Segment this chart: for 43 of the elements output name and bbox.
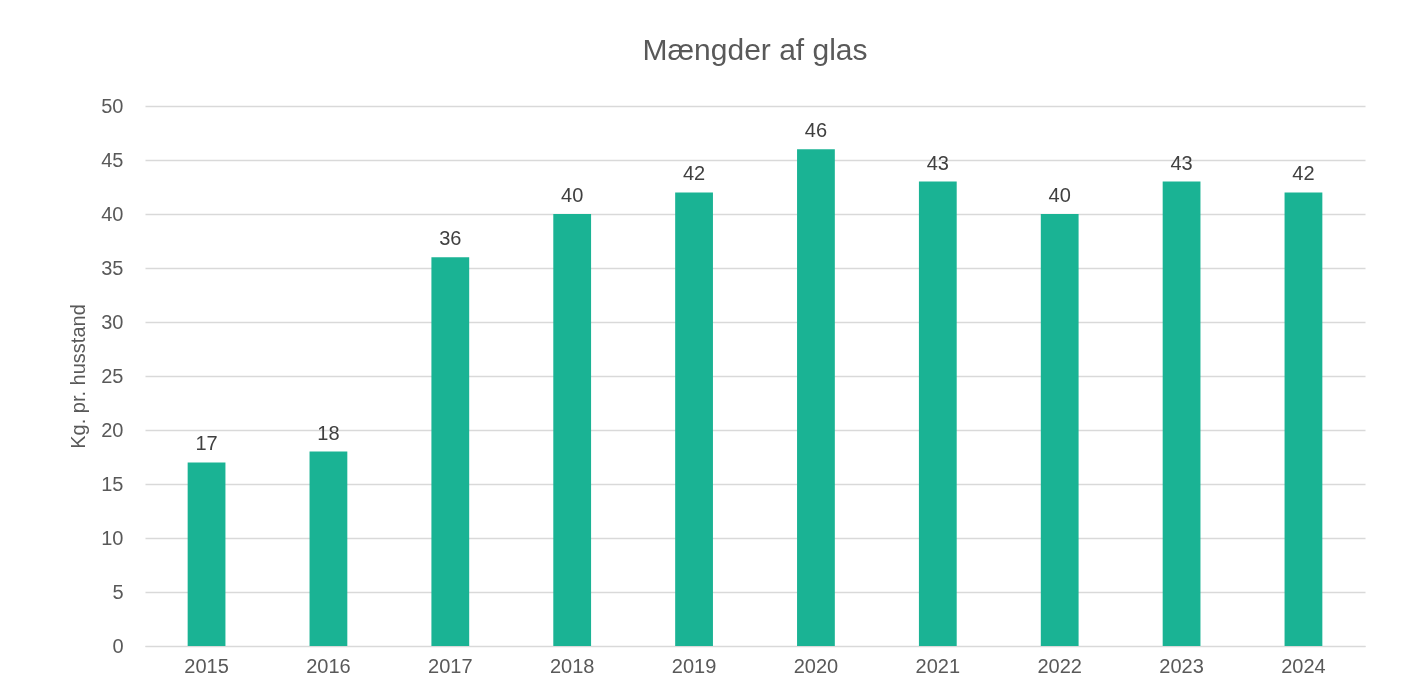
bar	[187, 462, 226, 646]
bar	[918, 181, 957, 646]
data-label: 40	[1048, 184, 1071, 206]
data-label: 18	[317, 421, 340, 444]
y-axis-title: Kg. pr. husstand	[67, 304, 90, 449]
data-label: 42	[1292, 162, 1315, 185]
bar	[553, 214, 592, 646]
y-tick-label: 45	[101, 148, 124, 171]
x-tick-label: 2017	[428, 654, 473, 677]
x-tick-label: 2019	[671, 654, 717, 677]
bar	[797, 149, 835, 646]
bar	[1162, 181, 1201, 646]
data-label: 42	[682, 162, 706, 185]
x-tick-label: 2024	[1281, 654, 1326, 677]
y-tick-label: 0	[112, 634, 124, 657]
x-tick-label: 2018	[549, 654, 595, 677]
bar	[431, 257, 470, 646]
y-tick-label: 30	[101, 310, 124, 333]
x-tick-label: 2021	[915, 654, 961, 677]
y-tick-label: 50	[101, 94, 124, 117]
y-tick-label: 10	[101, 526, 124, 549]
bar	[675, 192, 713, 646]
y-tick-label: 5	[112, 580, 124, 603]
y-tick-label: 15	[101, 472, 124, 495]
data-label: 17	[195, 432, 218, 455]
bar	[1284, 192, 1323, 646]
x-tick-label: 2022	[1037, 654, 1082, 677]
data-label: 43	[926, 151, 949, 174]
bar	[1040, 214, 1079, 646]
x-tick-label: 2016	[306, 654, 351, 677]
y-tick-label: 35	[101, 256, 124, 279]
data-label: 46	[804, 119, 828, 142]
y-tick-label: 40	[101, 202, 124, 225]
data-label: 40	[561, 184, 584, 206]
y-tick-label: 20	[101, 418, 124, 441]
data-label: 43	[1170, 151, 1193, 174]
y-tick-label: 25	[101, 364, 124, 387]
data-label: 36	[439, 227, 462, 250]
x-tick-label: 2020	[793, 654, 839, 677]
x-tick-label: 2023	[1159, 654, 1204, 677]
bar	[309, 451, 348, 646]
x-tick-label: 2015	[184, 654, 229, 677]
chart-title: Mængder af glas	[642, 33, 868, 66]
